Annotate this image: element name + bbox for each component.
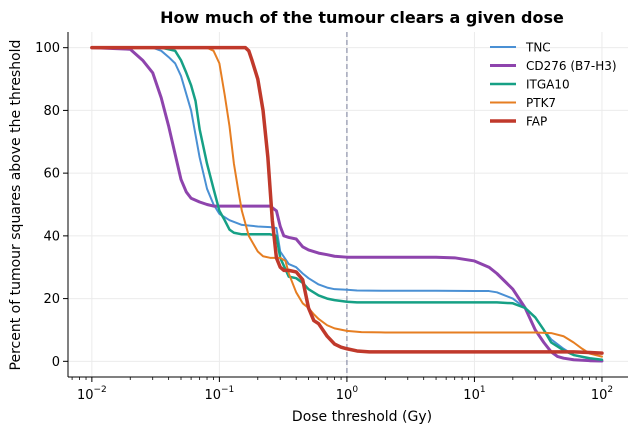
legend-label: CD276 (B7-H3) [526,59,617,73]
y-tick-label: 60 [43,167,60,182]
x-tick-label: 101 [463,385,485,403]
y-tick-label: 40 [43,229,60,244]
x-axis-label: Dose threshold (Gy) [292,409,432,425]
x-tick-label: 10−1 [204,385,234,403]
y-ticks: 0 20 40 60 80 100 [35,41,68,370]
series-line [90,46,604,363]
axes [67,32,628,378]
legend-label: FAP [526,115,547,129]
legend-label: PTK7 [526,96,556,110]
chart-title: How much of the tumour clears a given do… [160,8,564,27]
plot-lines [90,45,604,363]
y-axis-label: Percent of tumour squares above the thre… [8,40,24,371]
x-tick-label: 102 [591,385,613,403]
series-line [90,45,604,355]
legend: TNC CD276 (B7-H3) ITGA10 PTK7 FAP [490,41,617,129]
y-tick-label: 80 [43,104,60,119]
y-tick-label: 100 [35,41,60,56]
x-tick-label: 100 [336,385,359,403]
legend-label: ITGA10 [526,78,570,92]
y-tick-label: 20 [43,292,60,307]
legend-label: TNC [525,41,551,55]
y-tick-label: 0 [52,355,60,370]
series-line [90,46,603,358]
series-line [90,46,604,361]
x-ticks: 10−2 10−1 100 101 102 [71,377,613,403]
x-tick-label: 10−2 [77,385,107,403]
